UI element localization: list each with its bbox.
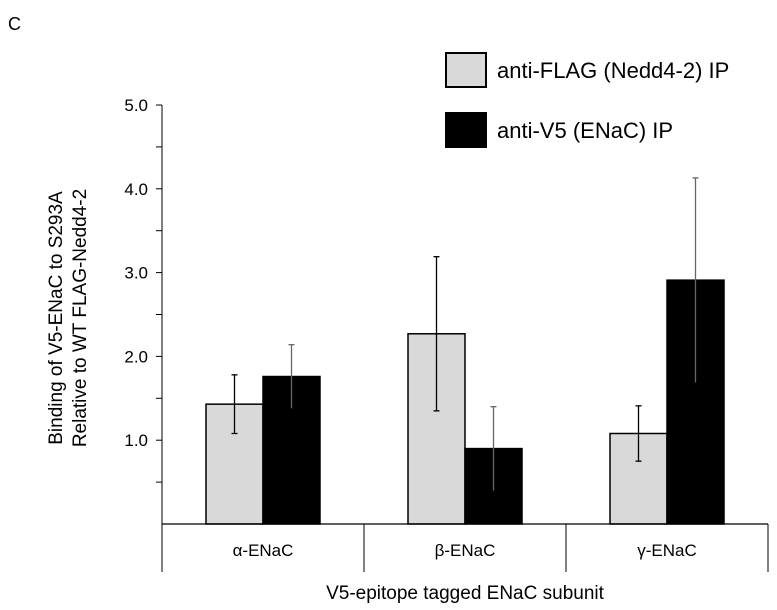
y-axis: 1.0 2.0 3.0 4.0 5.0 — [124, 96, 163, 524]
legend-swatch — [445, 112, 487, 148]
x-tick-label: γ-ENaC — [637, 541, 697, 560]
error-bars — [231, 177, 699, 491]
x-tick-label: α-ENaC — [233, 541, 294, 560]
x-axis-label: V5-epitope tagged ENaC subunit — [326, 583, 605, 604]
y-tick-label: 1.0 — [124, 431, 148, 450]
y-tick-label: 5.0 — [124, 96, 148, 115]
y-tick-label: 3.0 — [124, 264, 148, 283]
y-axis-label-line2: Relative to WT FLAG-Nedd4-2 — [70, 189, 91, 447]
legend: anti-FLAG (Nedd4-2) IP anti-V5 (ENaC) IP — [445, 52, 729, 148]
panel-label: C — [8, 14, 21, 34]
x-tick-label: β-ENaC — [435, 541, 496, 560]
y-axis-label-line1: Binding of V5-ENaC to S293A — [46, 191, 67, 445]
y-tick-label: 2.0 — [124, 347, 148, 366]
bars — [205, 279, 725, 525]
legend-label: anti-FLAG (Nedd4-2) IP — [497, 58, 729, 83]
legend-label: anti-V5 (ENaC) IP — [497, 118, 673, 143]
legend-swatch — [445, 52, 487, 88]
y-tick-label: 4.0 — [124, 180, 148, 199]
x-axis: α-ENaC β-ENaC γ-ENaC — [161, 523, 769, 572]
